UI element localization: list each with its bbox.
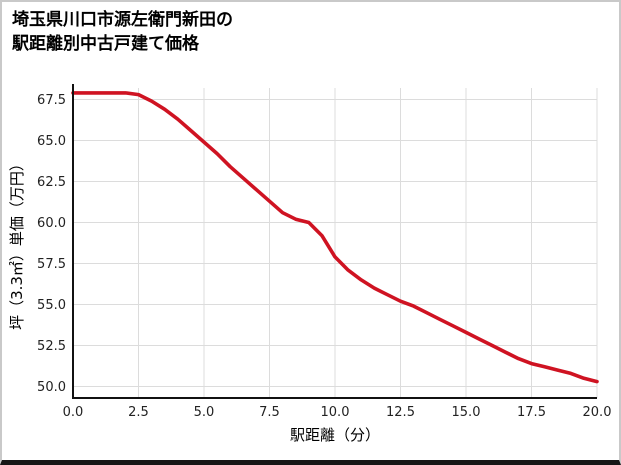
x-tick-label: 12.5 xyxy=(386,405,415,420)
x-tick-label: 0.0 xyxy=(63,405,84,420)
y-tick-label: 52.5 xyxy=(37,339,66,354)
y-tick-label: 67.5 xyxy=(37,93,66,108)
y-tick-label: 65.0 xyxy=(37,134,66,149)
y-tick-label: 60.0 xyxy=(37,216,66,231)
chart-title: 埼玉県川口市源左衛門新田の 駅距離別中古戸建て価格 xyxy=(12,9,233,57)
x-tick-label: 10.0 xyxy=(321,405,350,420)
y-axis-title: 坪（3.3㎡）単価（万円） xyxy=(8,156,26,330)
x-tick-label: 7.5 xyxy=(259,405,280,420)
y-tick-label: 57.5 xyxy=(37,257,66,272)
y-tick-label: 62.5 xyxy=(37,175,66,190)
y-tick-label: 55.0 xyxy=(37,298,66,313)
x-tick-label: 5.0 xyxy=(194,405,215,420)
x-tick-label: 17.5 xyxy=(517,405,546,420)
y-tick-label: 50.0 xyxy=(37,380,66,395)
x-tick-label: 15.0 xyxy=(452,405,481,420)
chart-title-line2: 駅距離別中古戸建て価格 xyxy=(12,33,199,54)
x-axis-title: 駅距離（分） xyxy=(290,426,380,444)
price-by-station-distance-line-chart: 0.0 2.5 5.0 7.5 10.0 12.5 15.0 17.5 20.0 50.0 52.5… xyxy=(8,84,612,444)
price-line xyxy=(71,91,599,384)
chart-title-line1: 埼玉県川口市源左衛門新田の xyxy=(12,10,233,30)
x-tick-label: 20.0 xyxy=(583,405,612,420)
x-tick-label: 2.5 xyxy=(128,405,149,420)
